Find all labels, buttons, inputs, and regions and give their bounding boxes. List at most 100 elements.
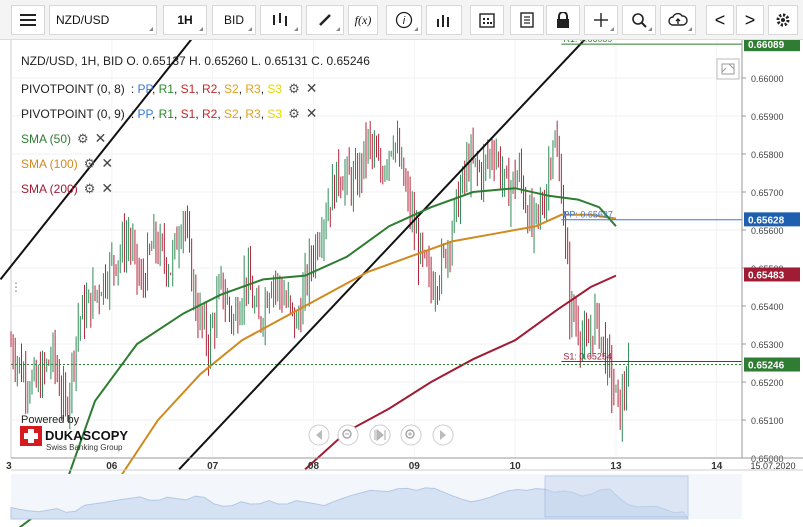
chart-type-button[interactable]	[260, 5, 302, 35]
y-tick-label: 0.65100	[751, 416, 784, 426]
hamburger-icon	[20, 14, 36, 26]
price-tag	[744, 357, 800, 372]
price-tag	[744, 37, 800, 52]
pivot2-levels: : PP, R1, S1, R2, S2, R3, S3	[130, 106, 283, 121]
close-icon[interactable]: ✕	[94, 130, 107, 146]
gear-icon[interactable]: ⚙	[83, 155, 96, 171]
symbol-selector[interactable]: NZD/USD	[49, 5, 157, 35]
lock-button[interactable]	[546, 5, 580, 35]
x-tick-label: 15.07.2020	[750, 461, 795, 471]
pivot1-legend[interactable]: PIVOTPOINT (0, 8): PP, R1, S1, R2, S2, R…	[21, 80, 317, 97]
svg-text:i: i	[403, 15, 406, 27]
y-tick-label: 0.65600	[751, 226, 784, 236]
sma50-line	[18, 187, 617, 527]
reset-button[interactable]	[369, 424, 391, 446]
pivot-level-s3: S3	[267, 81, 283, 96]
sma100-line	[119, 213, 617, 478]
sma200-legend[interactable]: SMA (200) ⚙ ✕	[21, 180, 113, 197]
candlestick-icon	[273, 13, 287, 26]
y-tick-label: 0.65300	[751, 340, 784, 350]
close-icon[interactable]: ✕	[305, 105, 318, 121]
expand-button[interactable]	[716, 58, 740, 80]
price-tag	[744, 267, 800, 282]
price-side-selector[interactable]: BID	[212, 5, 256, 35]
crosshair-icon	[594, 13, 608, 27]
price-tag-label: 0.66089	[748, 40, 785, 51]
gear-icon[interactable]: ⚙	[77, 130, 89, 146]
fx-label: f(x)	[354, 12, 372, 27]
pivot-level-pp: PP	[137, 106, 152, 121]
pivot-level-r3: R3	[245, 81, 261, 96]
nav-controls	[308, 424, 454, 446]
gear-icon[interactable]: ⚙	[83, 180, 96, 196]
pivot-level-s3: S3	[267, 106, 283, 121]
sma100-legend[interactable]: SMA (100) ⚙ ✕	[21, 155, 113, 172]
gear-icon[interactable]: ⚙	[288, 80, 300, 96]
y-tick-label: 0.65000	[751, 454, 784, 464]
pivot2-legend[interactable]: PIVOTPOINT (0, 9) : PP, R1, S1, R2, S2, R…	[21, 105, 317, 122]
settings-button[interactable]	[768, 5, 798, 35]
next-button[interactable]: >	[736, 5, 764, 35]
navigator-window[interactable]	[544, 475, 689, 518]
y-tick-label: 0.65800	[751, 150, 784, 160]
sma50-legend[interactable]: SMA (50) ⚙ ✕	[21, 130, 106, 147]
sma50-label: SMA (50)	[21, 131, 72, 146]
y-tick-label: 0.66000	[751, 74, 784, 84]
crosshair-button[interactable]	[584, 5, 618, 35]
pivot-level-pp: PP	[137, 81, 152, 96]
close-icon[interactable]: ✕	[101, 180, 114, 196]
gear-icon	[776, 13, 790, 27]
pivot-label: PP: 0.65627	[563, 210, 613, 220]
pivot2-name: PIVOTPOINT (0, 9)	[21, 106, 125, 121]
timeframe-selector[interactable]: 1H	[163, 5, 207, 35]
scroll-right-button[interactable]	[432, 424, 454, 446]
y-tick-label: 0.65400	[751, 302, 784, 312]
pivot-level-r1: R1	[158, 106, 174, 121]
price-tag	[744, 212, 800, 227]
close-icon[interactable]: ✕	[101, 155, 114, 171]
lock-icon	[557, 12, 569, 28]
chart-background	[0, 40, 803, 527]
calendar-button[interactable]	[470, 5, 504, 35]
zoom-icon	[632, 13, 647, 28]
draw-tool-button[interactable]	[306, 5, 344, 35]
zoom-button[interactable]	[622, 5, 656, 35]
x-tick-label: 13	[610, 461, 622, 472]
price-tag-label: 0.65246	[748, 361, 785, 372]
navigator[interactable]	[10, 474, 742, 520]
zoom-out-button[interactable]	[337, 424, 359, 446]
collapse-dots[interactable]: ⋮	[10, 280, 22, 294]
prev-button[interactable]: <	[706, 5, 734, 35]
price-tag-label: 0.65483	[748, 270, 785, 281]
info-button[interactable]: i	[386, 5, 422, 35]
ohlc-legend: NZD/USD, 1H, BID O. 0.65137 H. 0.65260 L…	[21, 54, 370, 68]
trendline	[178, 1, 621, 471]
volume-button[interactable]	[426, 5, 462, 35]
brand-name: DUKASCOPY	[45, 428, 128, 443]
zoom-in-button[interactable]	[400, 424, 422, 446]
x-tick-label: 08	[308, 461, 320, 472]
pivot-level-s2: S2	[224, 81, 239, 96]
menu-icon[interactable]	[11, 5, 45, 35]
pivot-label: S1: 0.65254	[563, 351, 612, 361]
toolbar: NZD/USD 1H BID f(x) i	[0, 0, 803, 40]
overlays: R1: 0.66089 PP: 0.65627 S1: 0.65254	[0, 1, 742, 527]
scroll-left-button[interactable]	[308, 424, 330, 446]
price-side-label: BID	[223, 13, 244, 27]
pivot1-name: PIVOTPOINT (0, 8)	[21, 81, 125, 96]
candles	[10, 120, 630, 442]
gear-icon[interactable]: ⚙	[288, 105, 300, 121]
pivot-level-r3: R3	[245, 106, 261, 121]
indicators-button[interactable]: f(x)	[348, 5, 378, 35]
x-tick-label: 09	[409, 461, 421, 472]
x-tick-label: 14	[711, 461, 723, 472]
cloud-button[interactable]	[660, 5, 696, 35]
close-icon[interactable]: ✕	[305, 80, 318, 96]
news-button[interactable]	[510, 5, 544, 35]
bar-chart-icon	[437, 15, 449, 27]
y-tick-label: 0.65200	[751, 378, 784, 388]
x-tick-label: 3	[6, 461, 12, 472]
